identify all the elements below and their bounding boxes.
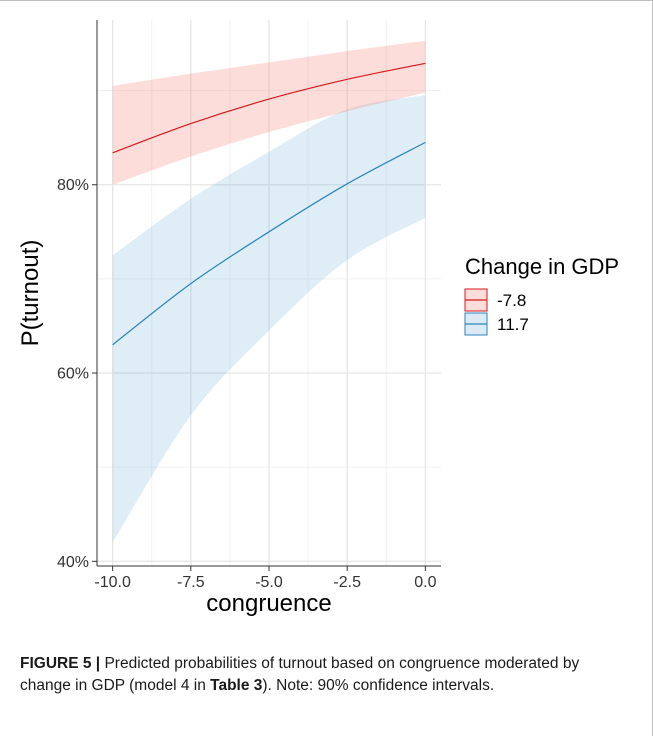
series-line-1: [112, 62, 426, 154]
legend: Change in GDP -7.8 11.7: [464, 254, 619, 336]
figure-caption: FIGURE 5 | Predicted probabilities of tu…: [20, 653, 632, 697]
confidence-ribbon-series-1: [112, 40, 426, 185]
x-axis-title: congruence: [206, 590, 331, 617]
x-tick-label: -2.5: [333, 574, 361, 591]
legend-label-series-2: 11.7: [497, 315, 529, 334]
x-tick-label: -10.0: [94, 574, 131, 591]
series-line-2: [112, 141, 426, 346]
caption-text-2: ). Note: 90% confidence intervals.: [262, 677, 495, 694]
figure-label: FIGURE 5 |: [20, 655, 101, 672]
legend-title: Change in GDP: [465, 254, 619, 279]
y-axis-title: P(turnout): [17, 240, 44, 347]
x-tick-label: 0.0: [414, 574, 436, 591]
x-tick-label: -5.0: [255, 574, 283, 591]
chart-svg: -10.0 -7.5 -5.0 -2.5 0.0 40% 60% 80% congruence P…: [17, 20, 619, 617]
x-tick-label: -7.5: [177, 574, 205, 591]
y-tick-label: 80%: [57, 177, 89, 194]
confidence-ribbon-series-2: [112, 95, 426, 543]
table-reference: Table 3: [210, 677, 263, 694]
y-tick-label: 60%: [57, 366, 89, 383]
caption-text-1: Predicted probabilities of turnout based…: [20, 655, 580, 694]
y-tick-label: 40%: [57, 554, 89, 571]
legend-label-series-1: -7.8: [497, 291, 526, 310]
